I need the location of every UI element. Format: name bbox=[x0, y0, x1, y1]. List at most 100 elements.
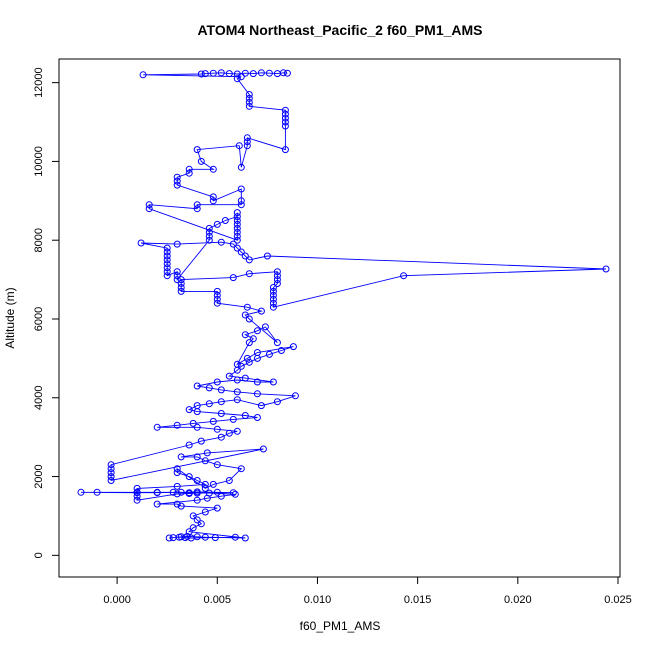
data-point bbox=[153, 489, 161, 497]
data-point bbox=[185, 490, 193, 497]
data-point bbox=[229, 415, 237, 423]
data-point bbox=[193, 382, 201, 390]
data-point bbox=[265, 350, 273, 358]
data-point bbox=[213, 378, 221, 386]
data-point bbox=[225, 429, 233, 437]
data-point bbox=[137, 239, 145, 247]
data-point bbox=[133, 488, 141, 496]
data-point bbox=[77, 488, 85, 496]
data-point bbox=[245, 102, 253, 110]
data-point bbox=[231, 533, 239, 541]
data-point bbox=[169, 488, 177, 496]
data-point bbox=[197, 520, 205, 528]
data-point bbox=[213, 461, 221, 469]
data-point bbox=[233, 244, 241, 252]
data-point bbox=[107, 465, 115, 473]
data-point bbox=[173, 173, 181, 181]
x-axis-label: f60_PM1_AMS bbox=[300, 619, 381, 633]
data-point bbox=[193, 146, 201, 154]
data-point bbox=[277, 347, 285, 354]
data-point bbox=[205, 236, 213, 244]
data-point bbox=[185, 165, 193, 173]
data-point bbox=[233, 213, 241, 221]
data-point bbox=[173, 240, 181, 248]
data-point bbox=[269, 299, 277, 307]
data-point bbox=[243, 142, 251, 150]
data-point bbox=[213, 425, 221, 433]
data-point bbox=[233, 376, 241, 384]
data-point bbox=[173, 421, 181, 429]
data-point bbox=[173, 469, 181, 477]
data-point bbox=[185, 528, 193, 536]
data-point bbox=[205, 384, 213, 392]
data-point bbox=[283, 69, 291, 77]
data-point bbox=[237, 248, 245, 256]
data-point bbox=[279, 69, 287, 77]
data-point bbox=[291, 392, 299, 400]
data-point bbox=[243, 138, 251, 146]
data-point bbox=[273, 276, 281, 284]
data-point bbox=[209, 197, 217, 205]
data-point bbox=[177, 284, 185, 291]
data-point bbox=[203, 449, 211, 457]
data-point bbox=[269, 291, 277, 299]
data-point bbox=[225, 477, 233, 484]
data-point bbox=[217, 398, 225, 406]
data-point bbox=[173, 268, 181, 276]
data-point bbox=[245, 256, 253, 264]
data-point bbox=[233, 228, 241, 236]
data-point bbox=[183, 532, 191, 540]
data-point bbox=[193, 489, 201, 497]
data-point bbox=[189, 524, 197, 532]
data-point bbox=[273, 268, 281, 276]
data-point bbox=[163, 260, 171, 268]
data-point bbox=[217, 410, 225, 417]
data-point bbox=[177, 280, 185, 287]
data-point bbox=[400, 272, 408, 280]
x-tick-label: 0.020 bbox=[504, 594, 532, 606]
data-point bbox=[209, 417, 217, 425]
data-point bbox=[269, 287, 277, 295]
y-tick-label: 4000 bbox=[33, 386, 45, 410]
data-point bbox=[213, 504, 221, 512]
data-point bbox=[209, 193, 217, 201]
data-point bbox=[229, 240, 237, 248]
data-point bbox=[133, 496, 141, 504]
data-point bbox=[281, 118, 289, 126]
x-tick-label: 0.000 bbox=[103, 594, 131, 606]
data-point bbox=[213, 287, 221, 295]
data-point bbox=[217, 433, 225, 441]
data-point bbox=[265, 69, 273, 77]
data-point bbox=[205, 228, 213, 236]
data-point bbox=[233, 220, 241, 228]
data-point bbox=[233, 360, 241, 368]
data-point bbox=[163, 268, 171, 276]
data-point bbox=[173, 272, 181, 280]
data-point bbox=[241, 252, 249, 260]
data-point bbox=[213, 220, 221, 228]
data-point bbox=[209, 480, 217, 488]
data-point bbox=[201, 508, 209, 516]
data-point bbox=[253, 414, 261, 421]
data-point bbox=[259, 445, 267, 453]
data-point bbox=[253, 390, 261, 398]
data-point bbox=[193, 516, 201, 524]
data-point bbox=[173, 177, 181, 185]
data-point bbox=[107, 477, 115, 484]
data-point bbox=[185, 473, 193, 481]
data-point bbox=[225, 372, 233, 380]
data-point bbox=[205, 232, 213, 240]
data-point bbox=[237, 197, 245, 205]
data-point bbox=[145, 205, 153, 213]
data-point bbox=[273, 280, 281, 287]
data-point bbox=[177, 276, 185, 284]
x-tick-label: 0.015 bbox=[404, 594, 432, 606]
data-point bbox=[253, 327, 261, 335]
data-point bbox=[231, 490, 239, 498]
data-point bbox=[257, 69, 265, 77]
data-point bbox=[197, 437, 205, 445]
data-point bbox=[249, 335, 257, 343]
data-point bbox=[241, 374, 249, 382]
data-point bbox=[193, 496, 201, 504]
